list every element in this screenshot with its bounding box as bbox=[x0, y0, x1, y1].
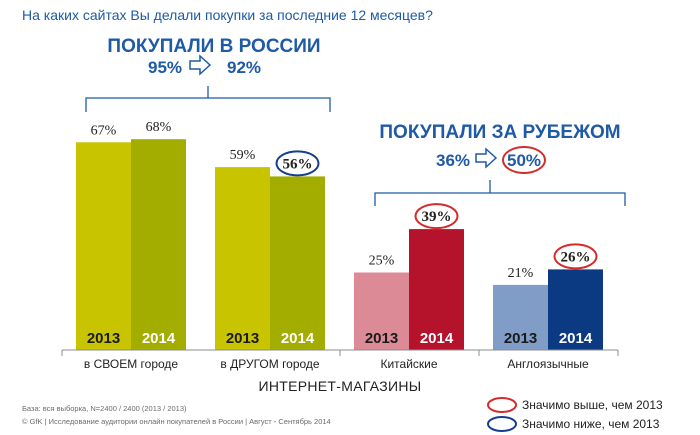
x-axis-label: ИНТЕРНЕТ-МАГАЗИНЫ bbox=[258, 378, 421, 394]
value-label-2014-2: 56% bbox=[283, 156, 313, 172]
highlight-marker-2014-4 bbox=[553, 243, 598, 270]
bar-2014-1 bbox=[131, 139, 186, 350]
bar-2013-3 bbox=[354, 272, 409, 350]
bar-2014-4 bbox=[548, 269, 603, 350]
category-label-1: в СВОЕМ городе bbox=[84, 357, 179, 371]
bar-2013-1 bbox=[76, 142, 131, 350]
bar-2014-3 bbox=[409, 229, 464, 350]
value-label-2013-4: 21% bbox=[508, 266, 534, 281]
value-label-2014-3: 39% bbox=[422, 209, 452, 225]
group-abroad-to: 50% bbox=[507, 151, 541, 170]
legend-higher-label: Значимо выше, чем 2013 bbox=[522, 398, 663, 412]
highlight-marker-2014-2 bbox=[275, 150, 320, 177]
year-label-2014-1: 2014 bbox=[142, 330, 176, 347]
bar-2013-2 bbox=[215, 167, 270, 350]
group-abroad-bracket bbox=[374, 192, 626, 206]
x-axis-ticks bbox=[61, 350, 619, 356]
group-abroad-higher-marker bbox=[502, 146, 546, 174]
value-label-2013-2: 59% bbox=[230, 148, 256, 163]
year-label-2013-2: 2013 bbox=[226, 330, 259, 347]
group-russia-to: 92% bbox=[227, 58, 261, 77]
group-russia-from: 95% bbox=[148, 58, 182, 77]
value-label-2014-1: 68% bbox=[146, 120, 172, 135]
value-label-2014-4: 26% bbox=[561, 249, 591, 265]
year-label-2014-2: 2014 bbox=[281, 330, 315, 347]
group-russia-bracket bbox=[85, 97, 331, 112]
year-labels-layer: 2013 2014 2013 2014 2013 2014 2013 2014 bbox=[87, 330, 593, 347]
category-label-3: Китайские bbox=[380, 357, 437, 371]
category-label-4: Англоязычные bbox=[507, 357, 589, 371]
question-title: На каких сайтах Вы делали покупки за пос… bbox=[22, 7, 433, 23]
category-label-2: в ДРУГОМ городе bbox=[220, 357, 320, 371]
value-label-2013-1: 67% bbox=[91, 123, 117, 138]
group-russia-arrow-icon bbox=[189, 54, 212, 76]
group-abroad-from: 36% bbox=[436, 151, 470, 170]
bar-2014-2 bbox=[270, 176, 325, 350]
footer-base: База: вся выборка, N=2400 / 2400 (2013 /… bbox=[22, 404, 187, 413]
group-abroad-title: ПОКУПАЛИ ЗА РУБЕЖОМ bbox=[379, 122, 620, 143]
footer-source: © GfK | Исследование аудитории онлайн по… bbox=[22, 417, 331, 426]
year-label-2014-4: 2014 bbox=[559, 330, 593, 347]
bars-layer bbox=[76, 139, 603, 350]
group-russia-title: ПОКУПАЛИ В РОССИИ bbox=[107, 36, 320, 57]
highlight-marker-2014-3 bbox=[414, 203, 459, 230]
value-labels-layer: 67% 68% 59% 56% 25% 39% 21% 26% bbox=[91, 120, 598, 281]
category-labels-layer: в СВОЕМ городе в ДРУГОМ городе Китайские Ан… bbox=[84, 357, 589, 371]
group-abroad-arrow-icon bbox=[475, 147, 498, 169]
legend-higher-marker bbox=[487, 397, 517, 413]
legend-lower-label: Значимо ниже, чем 2013 bbox=[522, 417, 660, 431]
year-label-2014-3: 2014 bbox=[420, 330, 454, 347]
year-label-2013-3: 2013 bbox=[365, 330, 398, 347]
year-label-2013-4: 2013 bbox=[504, 330, 537, 347]
year-label-2013-1: 2013 bbox=[87, 330, 120, 347]
value-label-2013-3: 25% bbox=[369, 254, 395, 269]
legend-lower-marker bbox=[487, 416, 517, 432]
bar-2013-4 bbox=[493, 284, 548, 350]
